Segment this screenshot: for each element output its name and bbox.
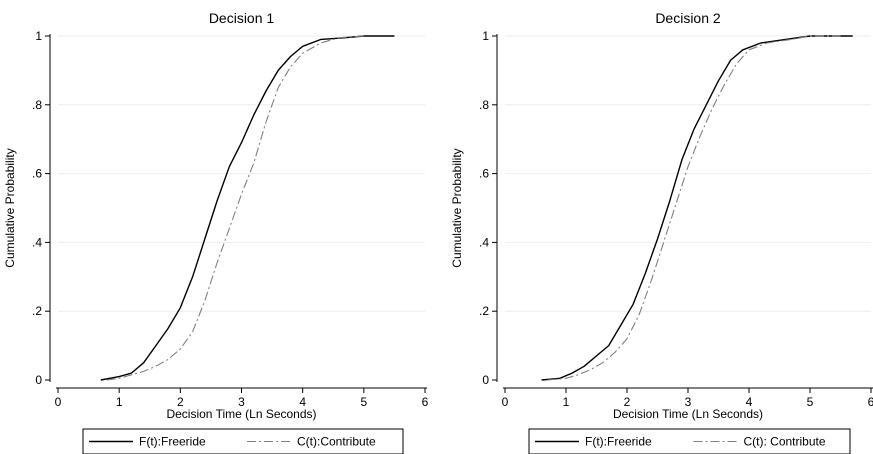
y-tick-label: .2 <box>32 304 42 318</box>
chart-panel-decision-1: Decision 1 0 .2 .4 .6 .8 1 0 1 2 3 4 5 6 Decision Time… <box>3 10 429 454</box>
x-tick-label: 5 <box>807 395 814 409</box>
series-line-freeride <box>100 35 395 381</box>
chart-title: Decision 2 <box>655 10 721 26</box>
y-tick-label: 0 <box>35 373 42 387</box>
x-tick-label: 2 <box>177 395 184 409</box>
y-tick-label: 1 <box>35 29 42 43</box>
x-tick-label: 2 <box>624 395 631 409</box>
legend-label-contribute: C(t):Contribute <box>297 435 376 449</box>
y-tick-label: .6 <box>32 167 42 181</box>
y-tick-label: .4 <box>32 235 42 249</box>
x-tick-label: 4 <box>299 395 306 409</box>
series-line-contribute <box>547 35 841 381</box>
series-line-contribute <box>106 35 364 381</box>
x-tick-label: 0 <box>502 395 509 409</box>
x-tick-label: 6 <box>868 395 873 409</box>
x-tick-label: 1 <box>116 395 123 409</box>
x-tick-label: 0 <box>55 395 62 409</box>
x-tick-label: 3 <box>685 395 692 409</box>
x-axis-label: Decision Time (Ln Seconds) <box>613 407 763 421</box>
chart-title: Decision 1 <box>209 10 275 26</box>
y-tick-label: .8 <box>32 98 42 112</box>
y-axis-label: Cumulative Probability <box>450 148 464 267</box>
y-tick-label: .4 <box>479 235 489 249</box>
legend-box <box>82 428 404 454</box>
legend-box <box>528 428 851 454</box>
chart-panel-decision-2: Decision 2 0 .2 .4 .6 .8 1 0 1 2 3 4 5 6 Decision Time… <box>450 10 873 454</box>
legend-label-freeride: F(t):Freeride <box>585 435 652 449</box>
x-tick-label: 3 <box>238 395 245 409</box>
x-axis-label: Decision Time (Ln Seconds) <box>166 407 316 421</box>
x-tick-label: 1 <box>563 395 570 409</box>
y-tick-label: .8 <box>479 98 489 112</box>
legend-label-contribute: C(t): Contribute <box>744 435 826 449</box>
y-tick-label: .2 <box>479 304 489 318</box>
y-tick-label: 1 <box>482 29 489 43</box>
x-tick-label: 5 <box>360 395 367 409</box>
x-tick-label: 6 <box>422 395 429 409</box>
y-tick-label: .6 <box>479 167 489 181</box>
y-tick-label: 0 <box>482 373 489 387</box>
y-axis-label: Cumulative Probability <box>3 148 17 267</box>
series-line-freeride <box>541 35 853 381</box>
x-tick-label: 4 <box>746 395 753 409</box>
legend-label-freeride: F(t):Freeride <box>139 435 206 449</box>
